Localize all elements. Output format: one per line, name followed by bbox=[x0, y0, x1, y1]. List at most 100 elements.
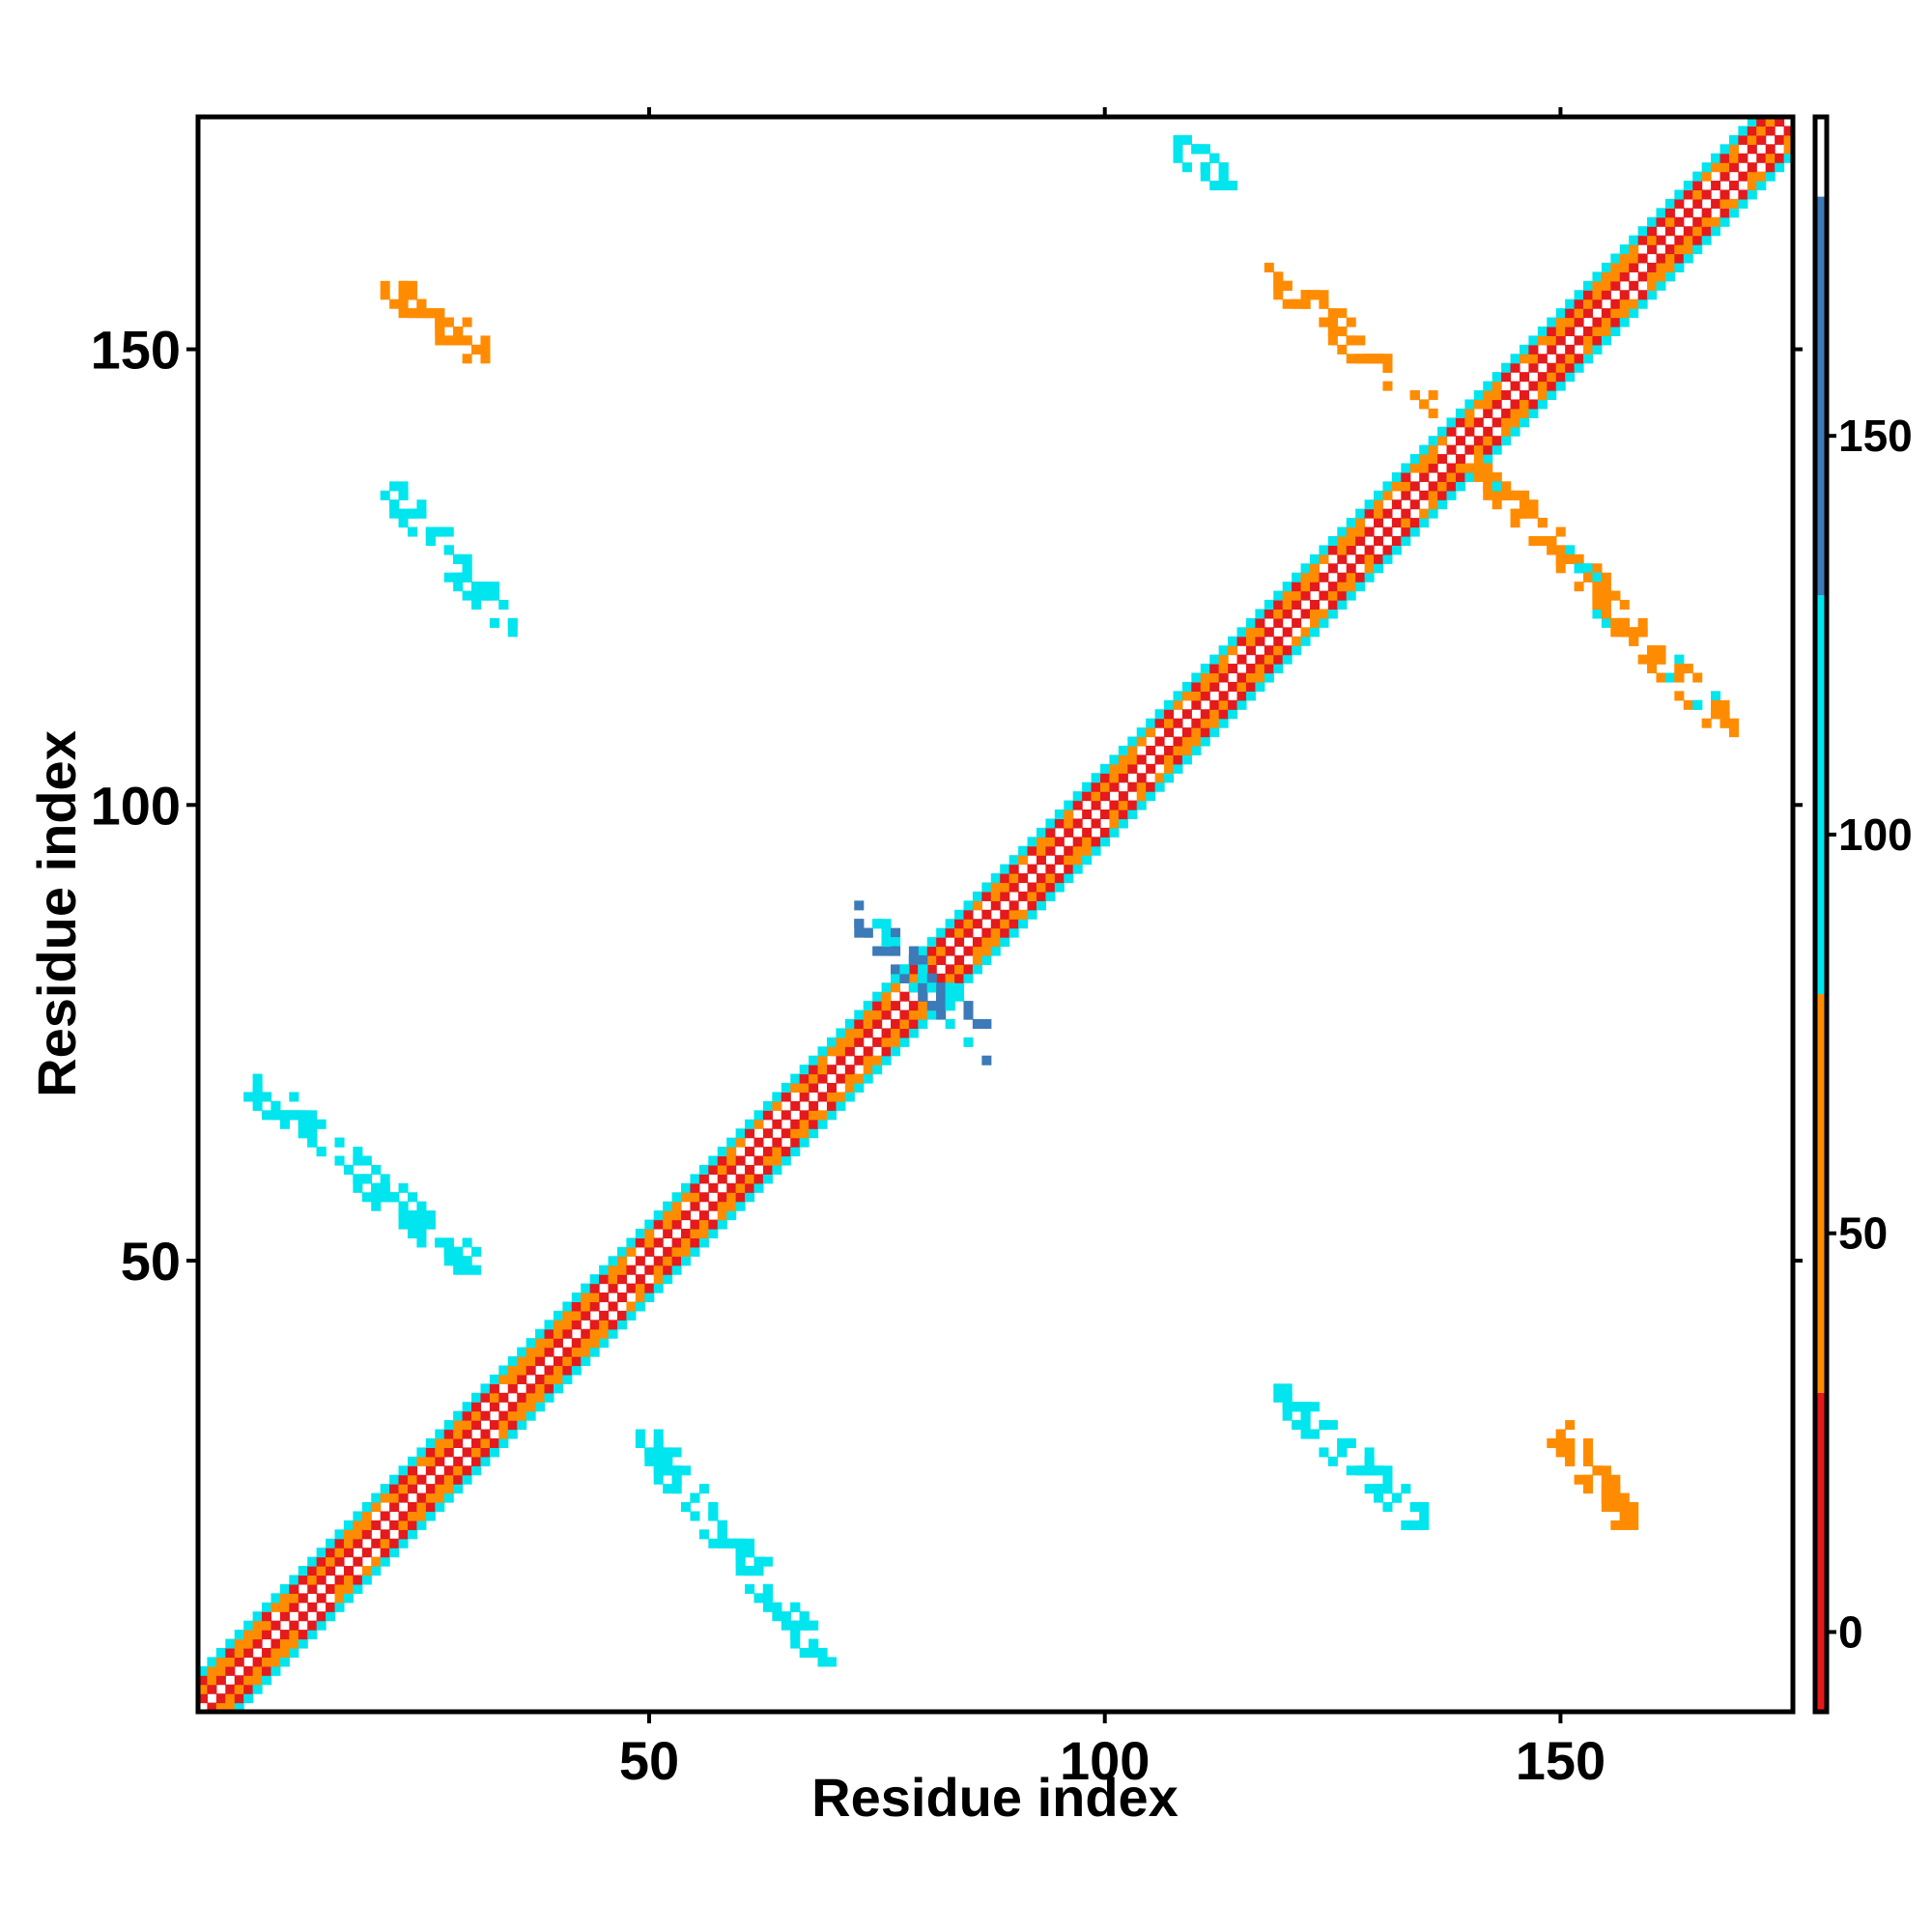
heatmap-cell bbox=[1592, 344, 1603, 355]
heatmap-cell bbox=[1592, 271, 1603, 282]
heatmap-cell bbox=[1282, 298, 1293, 309]
heatmap-cell bbox=[872, 991, 883, 1002]
heatmap-cell bbox=[1327, 1456, 1338, 1466]
heatmap-cell bbox=[1437, 436, 1448, 446]
heatmap-cell bbox=[535, 1402, 546, 1412]
heatmap-cell bbox=[498, 1410, 509, 1421]
heatmap-cell bbox=[1738, 171, 1748, 182]
heatmap-cell bbox=[1327, 335, 1338, 346]
heatmap-cell bbox=[1501, 390, 1512, 401]
heatmap-cell bbox=[544, 1320, 554, 1330]
heatmap-cell bbox=[1619, 290, 1630, 300]
heatmap-cell bbox=[1610, 326, 1621, 337]
heatmap-cell bbox=[589, 1320, 600, 1330]
heatmap-cell bbox=[526, 1410, 536, 1421]
heatmap-cell bbox=[1164, 754, 1175, 765]
heatmap-cell bbox=[453, 572, 464, 582]
heatmap-cell bbox=[326, 1538, 336, 1548]
heatmap-cell bbox=[717, 1192, 727, 1203]
heatmap-cell bbox=[891, 982, 901, 993]
heatmap-cell bbox=[1419, 444, 1430, 455]
heatmap-cell bbox=[1510, 362, 1520, 373]
heatmap-cell bbox=[1464, 463, 1475, 473]
heatmap-cell bbox=[517, 1420, 527, 1431]
heatmap-cell bbox=[252, 1638, 263, 1649]
heatmap-cell bbox=[471, 1246, 482, 1257]
heatmap-cell bbox=[462, 335, 472, 346]
heatmap-cell bbox=[326, 1602, 336, 1612]
heatmap-cell bbox=[1099, 781, 1111, 792]
heatmap-cell bbox=[1364, 545, 1375, 555]
heatmap-cell bbox=[854, 927, 865, 938]
heatmap-cell bbox=[872, 1018, 883, 1030]
heatmap-cell bbox=[735, 1174, 746, 1184]
heatmap-cell bbox=[1309, 1402, 1321, 1412]
heatmap-cell bbox=[1091, 818, 1101, 829]
heatmap-cell bbox=[908, 946, 919, 956]
heatmap-cell bbox=[1629, 298, 1639, 309]
heatmap-cell bbox=[1218, 162, 1229, 173]
heatmap-cell bbox=[1501, 490, 1512, 500]
heatmap-cell bbox=[1255, 609, 1265, 619]
heatmap-cell bbox=[1610, 590, 1621, 601]
heatmap-cell bbox=[225, 1657, 236, 1667]
heatmap-cell bbox=[1419, 1502, 1430, 1513]
heatmap-cell bbox=[507, 1402, 518, 1412]
heatmap-cell bbox=[1664, 244, 1675, 255]
heatmap-cell bbox=[1292, 600, 1302, 611]
heatmap-cell bbox=[1346, 563, 1356, 574]
heatmap-cell bbox=[298, 1611, 308, 1622]
heatmap-cell bbox=[891, 1046, 901, 1057]
heatmap-cell bbox=[1200, 144, 1210, 155]
heatmap-cell bbox=[298, 1110, 308, 1121]
heatmap-cell bbox=[690, 1182, 700, 1193]
heatmap-cell bbox=[1319, 290, 1329, 300]
heatmap-cell bbox=[1391, 545, 1402, 555]
heatmap-cell bbox=[1492, 481, 1502, 492]
heatmap-cell bbox=[990, 927, 1001, 938]
heatmap-cell bbox=[462, 1420, 472, 1431]
heatmap-cell bbox=[1000, 909, 1010, 920]
heatmap-cell bbox=[1173, 691, 1183, 701]
heatmap-cell bbox=[1583, 1456, 1594, 1466]
heatmap-cell bbox=[407, 508, 418, 519]
heatmap-cell bbox=[435, 308, 445, 319]
heatmap-cell bbox=[1610, 271, 1621, 282]
heatmap-cell bbox=[1409, 518, 1420, 528]
heatmap-cell bbox=[1555, 362, 1566, 373]
heatmap-cell bbox=[526, 1383, 536, 1394]
heatmap-cell bbox=[581, 1301, 591, 1312]
heatmap-cell bbox=[1583, 354, 1594, 364]
heatmap-cell bbox=[745, 1164, 755, 1175]
heatmap-cell bbox=[1419, 490, 1430, 500]
heatmap-cell bbox=[1099, 810, 1111, 820]
x-axis-title: Residue index bbox=[811, 1767, 1179, 1828]
heatmap-cell bbox=[790, 1119, 801, 1129]
heatmap-cell bbox=[1537, 399, 1548, 410]
heatmap-cell bbox=[353, 1520, 363, 1530]
heatmap-cell bbox=[480, 1392, 491, 1403]
heatmap-cell bbox=[1565, 1456, 1576, 1466]
heatmap-cell bbox=[279, 1657, 290, 1667]
heatmap-cell bbox=[1537, 518, 1548, 528]
heatmap-cell bbox=[334, 1593, 345, 1604]
heatmap-cell bbox=[954, 991, 965, 1002]
heatmap-cell bbox=[353, 1155, 363, 1166]
heatmap-cell bbox=[1528, 344, 1539, 355]
heatmap-cell bbox=[398, 1210, 409, 1221]
heatmap-cell bbox=[745, 1192, 755, 1203]
heatmap-cell bbox=[1109, 800, 1120, 810]
heatmap-cell bbox=[1300, 636, 1311, 646]
heatmap-cell bbox=[279, 1630, 290, 1640]
heatmap-cell bbox=[1091, 781, 1101, 792]
heatmap-cell bbox=[462, 1465, 472, 1476]
heatmap-cell bbox=[826, 1657, 837, 1667]
heatmap-cell bbox=[480, 1456, 491, 1466]
heatmap-cell bbox=[1619, 253, 1630, 264]
heatmap-cell bbox=[243, 1675, 254, 1686]
heatmap-cell bbox=[671, 1246, 682, 1257]
heatmap-cell bbox=[389, 1484, 400, 1494]
heatmap-cell bbox=[981, 891, 992, 901]
heatmap-cell bbox=[872, 1055, 883, 1065]
heatmap-cell bbox=[1136, 727, 1147, 738]
